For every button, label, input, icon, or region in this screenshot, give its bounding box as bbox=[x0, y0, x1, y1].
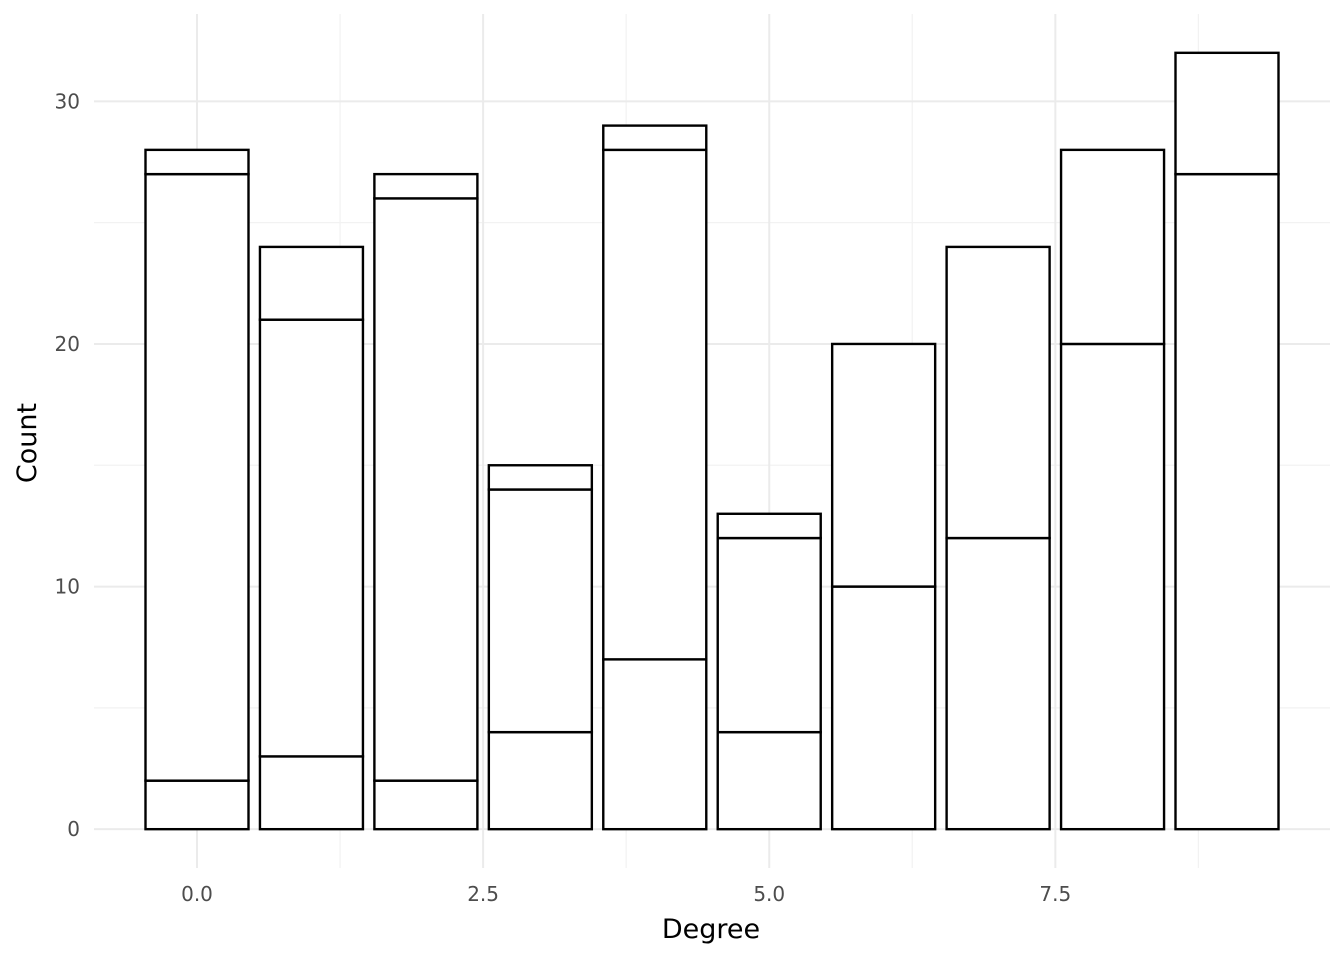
bar-segment-0-1 bbox=[144, 172, 250, 782]
bar-segment-3-0 bbox=[487, 730, 594, 831]
bar-segment-2-0 bbox=[373, 779, 479, 831]
bar-segment-0-2 bbox=[144, 148, 250, 176]
bar-segment-6-1 bbox=[830, 342, 937, 588]
bar-stack-0 bbox=[144, 148, 250, 831]
bar-segment-8-1 bbox=[1059, 148, 1166, 346]
bar-stack-6 bbox=[830, 342, 937, 831]
bar-stack-8 bbox=[1059, 148, 1166, 831]
y-tick-label: 0 bbox=[67, 817, 80, 841]
x-axis-ticks: 0.0 2.5 5.0 7.5 bbox=[181, 882, 1071, 906]
bar-segment-9-1 bbox=[1174, 51, 1280, 176]
bar-segment-5-2 bbox=[716, 512, 822, 540]
bar-segment-7-1 bbox=[945, 245, 1051, 540]
bar-segment-4-0 bbox=[602, 658, 708, 831]
y-axis-title: Count bbox=[12, 403, 43, 483]
y-tick-label: 10 bbox=[55, 575, 80, 599]
bar-segment-7-0 bbox=[945, 536, 1051, 831]
y-axis-ticks: 0 10 20 30 bbox=[55, 89, 80, 841]
x-tick-label: 0.0 bbox=[181, 882, 213, 906]
bar-segment-5-0 bbox=[716, 730, 822, 831]
y-tick-label: 30 bbox=[55, 89, 80, 113]
bar-segment-1-1 bbox=[258, 318, 365, 758]
bar-segment-2-1 bbox=[373, 197, 479, 782]
bar-stack-4 bbox=[602, 124, 708, 831]
bar-segment-2-2 bbox=[373, 172, 479, 200]
bar-segment-4-2 bbox=[602, 124, 708, 152]
bars bbox=[144, 51, 1280, 831]
bar-segment-9-0 bbox=[1174, 172, 1280, 831]
bar-segment-3-1 bbox=[487, 488, 594, 734]
bar-segment-6-0 bbox=[830, 585, 937, 831]
x-axis-title: Degree bbox=[662, 914, 760, 945]
bar-segment-1-2 bbox=[258, 245, 365, 321]
bar-segment-0-0 bbox=[144, 779, 250, 831]
bar-segment-3-2 bbox=[487, 464, 594, 491]
bar-stack-5 bbox=[716, 512, 822, 831]
bar-stack-7 bbox=[945, 245, 1051, 831]
bar-stack-2 bbox=[373, 172, 479, 831]
bar-stack-9 bbox=[1174, 51, 1280, 831]
bar-segment-5-1 bbox=[716, 536, 822, 734]
y-tick-label: 20 bbox=[55, 332, 80, 356]
bar-stack-1 bbox=[258, 245, 365, 831]
bar-segment-4-1 bbox=[602, 148, 708, 661]
bar-segment-1-0 bbox=[258, 755, 365, 831]
x-tick-label: 7.5 bbox=[1039, 882, 1071, 906]
x-tick-label: 2.5 bbox=[467, 882, 499, 906]
bar-segment-8-0 bbox=[1059, 342, 1166, 831]
x-tick-label: 5.0 bbox=[753, 882, 785, 906]
bar-stack-3 bbox=[487, 464, 594, 831]
